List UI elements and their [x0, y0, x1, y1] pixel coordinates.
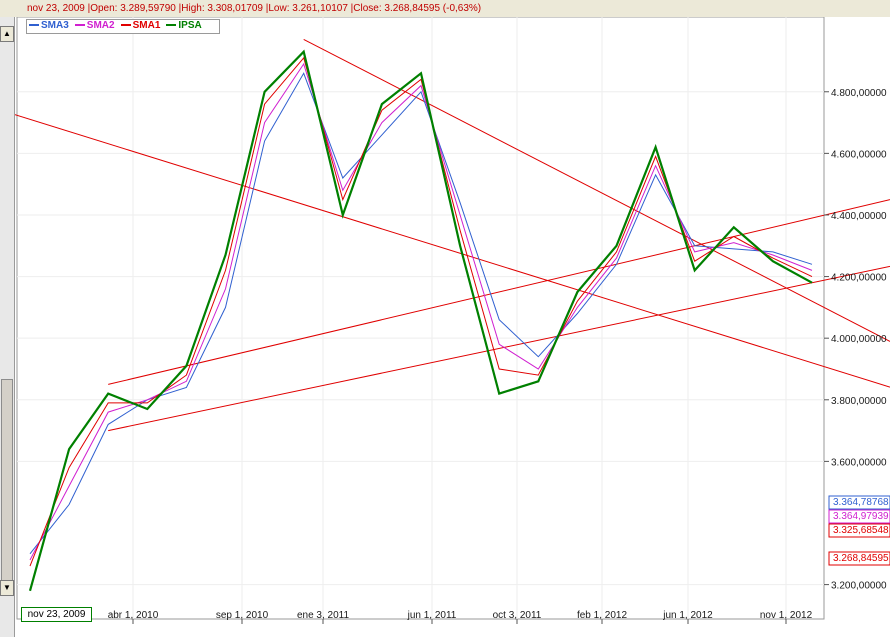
- value-labels: 3.364,78768 3.364,97939 3.325,68548 3.268,8…: [828, 495, 890, 566]
- info-sep-4: |: [350, 3, 354, 14]
- legend-item-sma1: SMA1: [120, 20, 161, 31]
- info-open: Open: 3.289,59790: [90, 3, 176, 14]
- legend-swatch: [166, 24, 177, 27]
- y-tick-label: 4.600,00000: [831, 149, 887, 160]
- scroll-up-button[interactable]: ▲: [0, 26, 14, 42]
- legend-swatch: [74, 24, 85, 27]
- x-cursor-label: nov 23, 2009: [21, 607, 92, 622]
- value-label-box: [828, 495, 890, 510]
- info-close: Close: 3.268,84595 (-0,63%): [353, 3, 482, 14]
- series-lines: [28, 49, 813, 592]
- x-tick-label: abr 1, 2010: [108, 610, 159, 621]
- value-label-box: [828, 509, 890, 524]
- value-label-box: [828, 523, 890, 538]
- legend-label: SMA2: [86, 20, 115, 31]
- y-tick-label: 3.600,00000: [831, 457, 887, 468]
- scroll-thumb[interactable]: [1, 379, 13, 594]
- info-date: nov 23, 2009: [27, 3, 85, 14]
- x-tick-label: jun 1, 2011: [407, 610, 457, 621]
- legend-item-sma2: SMA2: [74, 20, 115, 31]
- legend: SMA3 SMA2 SMA1 IPSA: [26, 19, 220, 34]
- x-tick-label: feb 1, 2012: [577, 610, 627, 621]
- x-tick-label: oct 3, 2011: [493, 610, 542, 621]
- y-tick-label: 4.200,00000: [831, 273, 887, 284]
- y-tick-label: 3.200,00000: [831, 581, 887, 592]
- x-tick-label: sep 1, 2010: [216, 610, 269, 621]
- scroll-down-button[interactable]: ▼: [0, 580, 14, 596]
- x-tick-label: nov 1, 2012: [760, 610, 813, 621]
- x-axis-ticks: abr 1, 2010 sep 1, 2010 ene 3, 2011 jun 1, …: [108, 610, 813, 624]
- x-tick-label: jun 1, 2012: [662, 610, 713, 621]
- trendline-2: [108, 265, 890, 432]
- value-label: 3.268,84595: [833, 553, 889, 564]
- info-high: High: 3.308,01709: [181, 3, 263, 14]
- ohlc-info-bar: nov 23, 2009 |Open: 3.289,59790 |High: 3…: [0, 0, 890, 17]
- legend-swatch: [29, 24, 39, 27]
- vertical-scrollbar[interactable]: ▲ ▼: [0, 17, 15, 637]
- info-low: Low: 3.261,10107: [268, 3, 348, 14]
- info-sep-1: |: [87, 3, 91, 14]
- legend-label: SMA3: [41, 20, 69, 31]
- info-sep-3: |: [265, 3, 269, 14]
- legend-label: SMA1: [132, 20, 161, 31]
- legend-swatch: [120, 24, 131, 27]
- series-line-ipsa: [28, 49, 813, 592]
- legend-item-sma3: SMA3: [29, 20, 69, 31]
- value-label: 3.364,78768: [833, 497, 889, 508]
- value-label: 3.325,68548: [833, 525, 889, 536]
- legend-label: IPSA: [178, 20, 202, 31]
- value-label: 3.364,97939: [833, 511, 889, 522]
- legend-item-ipsa: IPSA: [166, 20, 202, 31]
- y-tick-label: 4.000,00000: [831, 334, 887, 345]
- y-tick-label: 3.800,00000: [831, 396, 887, 407]
- info-sep-2: |: [178, 3, 182, 14]
- trendline-4: [0, 109, 890, 388]
- y-tick-label: 4.400,00000: [831, 211, 887, 222]
- trendline-1: [108, 199, 890, 385]
- y-axis-ticks: 3.200,00000 3.600,00000 3.800,00000 4.000,0…: [824, 88, 887, 592]
- plot-area[interactable]: [16, 16, 825, 620]
- y-tick-label: 4.800,00000: [831, 88, 887, 99]
- value-label-box: [828, 551, 890, 566]
- x-tick-label: ene 3, 2011: [297, 610, 350, 621]
